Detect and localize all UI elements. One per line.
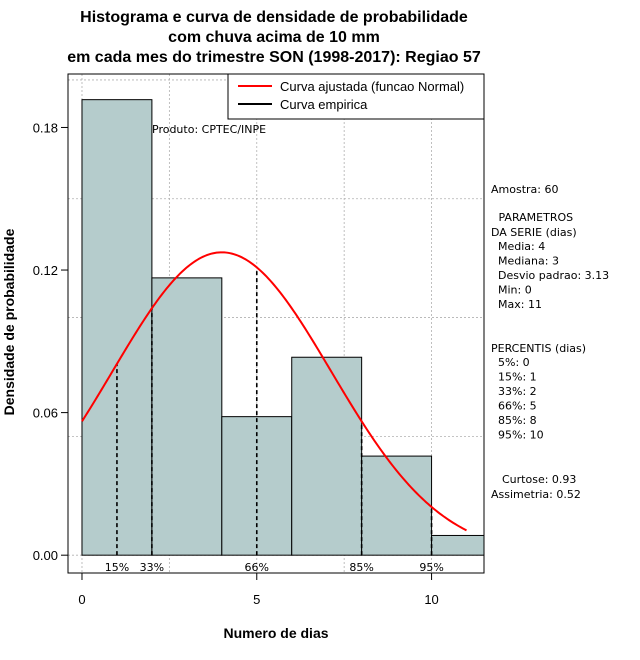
histogram-bar xyxy=(81,99,153,556)
param-item: Max: 11 xyxy=(498,298,542,311)
histogram-bar xyxy=(221,416,293,556)
x-tick-label: 5 xyxy=(253,592,260,607)
percentil-item: 15%: 1 xyxy=(498,371,537,384)
param-item: Desvio padrao: 3.13 xyxy=(498,269,609,282)
axes: 0 5 10 0.00 0.06 0.12 0.18 xyxy=(33,120,439,607)
percentile-label: 15% xyxy=(105,561,129,574)
histogram-bar xyxy=(291,356,363,556)
params-title-1: PARAMETROS xyxy=(495,211,573,224)
amostra-text: Amostra: 60 xyxy=(491,183,558,196)
percentil-item: 95%: 10 xyxy=(498,429,544,442)
legend-box xyxy=(227,73,485,120)
percentile-label: 33% xyxy=(140,561,164,574)
chart-title-line-2: com chuva acima de 10 mm xyxy=(168,29,380,46)
percentile-label: 66% xyxy=(245,561,269,574)
normal-curve xyxy=(81,251,467,532)
y-tick-label: 0.06 xyxy=(33,406,58,421)
histogram-bar xyxy=(151,277,223,556)
percentis-title: PERCENTIS (dias) xyxy=(491,342,586,355)
product-annotation: Produto: CPTEC/INPE xyxy=(152,123,266,136)
percentis-list: 5%: 0 15%: 133%: 2 66%: 585%: 8 95%: 10 xyxy=(498,356,544,442)
param-item: Min: 0 xyxy=(498,284,532,297)
y-axis-title: Densidade de probabilidade xyxy=(1,228,17,415)
histogram-bar xyxy=(431,534,485,556)
legend: Curva ajustada (funcao Normal) Curva emp… xyxy=(227,73,485,120)
x-axis-title: Numero de dias xyxy=(223,625,328,641)
x-tick-label: 10 xyxy=(424,592,438,607)
legend-label-empirical: Curva empirica xyxy=(280,97,368,112)
percentile-label: 95% xyxy=(419,561,443,574)
chart-title-line-3: em cada mes do trimestre SON (1998-2017)… xyxy=(67,49,481,66)
side-panel-stats: Amostra: 60 PARAMETROS DA SERIE (dias) M… xyxy=(491,183,609,501)
histogram-bar xyxy=(361,455,433,556)
percentil-item: 85%: 8 xyxy=(498,414,537,427)
y-tick-label: 0.12 xyxy=(33,263,58,278)
x-tick-label: 0 xyxy=(78,592,85,607)
y-tick-label: 0.00 xyxy=(33,548,58,563)
legend-label-normal: Curva ajustada (funcao Normal) xyxy=(280,79,464,94)
y-tick-label: 0.18 xyxy=(33,120,58,135)
percentil-item: 66%: 5 xyxy=(498,400,537,413)
param-item: Media: 4 xyxy=(498,240,545,253)
histogram-bars xyxy=(81,99,485,556)
chart-title-line-1: Histograma e curva de densidade de proba… xyxy=(80,9,468,26)
percentile-lines: 15% 33% 66% 85% 95% xyxy=(105,267,444,574)
percentil-item: 5%: 0 xyxy=(498,356,530,369)
params-title-2: DA SERIE (dias) xyxy=(491,226,577,239)
percentil-item: 33%: 2 xyxy=(498,385,537,398)
param-item: Mediana: 3 xyxy=(498,255,559,268)
percentile-label: 85% xyxy=(349,561,373,574)
curtose-text: Curtose: 0.93 xyxy=(502,473,576,486)
assimetria-text: Assimetria: 0.52 xyxy=(491,488,581,501)
